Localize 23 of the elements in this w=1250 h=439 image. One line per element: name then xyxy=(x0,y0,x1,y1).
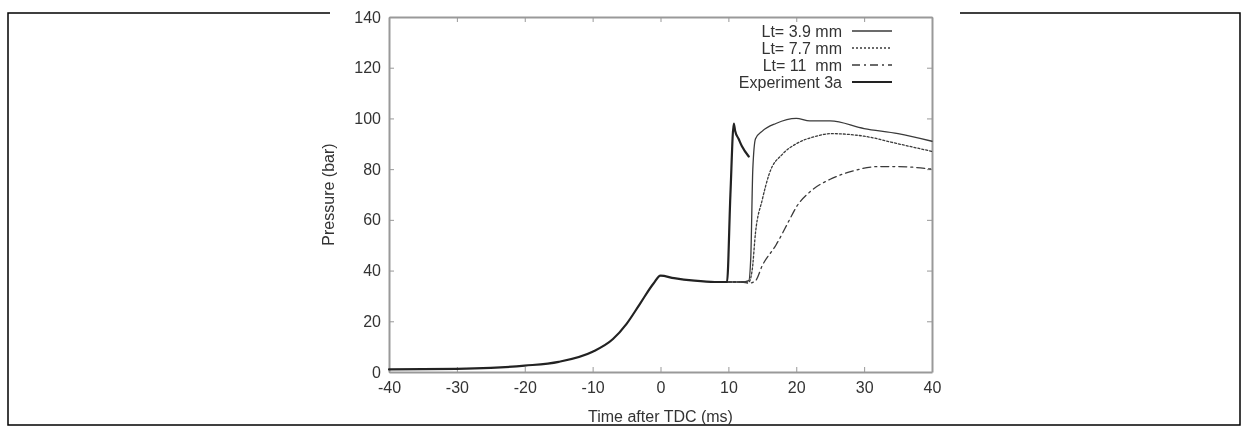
y-tick-label: 140 xyxy=(354,8,382,26)
y-tick-label: 0 xyxy=(372,363,382,381)
legend-label: Lt= 3.9 mm xyxy=(761,22,842,40)
x-tick-label: -10 xyxy=(581,379,605,397)
x-tick-label: -20 xyxy=(513,379,537,397)
x-tick-label: -30 xyxy=(445,379,470,397)
y-tick-label: 100 xyxy=(354,110,382,128)
legend-label: Experiment 3a xyxy=(738,73,843,91)
y-tick-label: 120 xyxy=(354,59,382,77)
y-tick-label: 60 xyxy=(363,211,382,229)
x-tick-label: 10 xyxy=(719,379,738,397)
x-axis-title: Time after TDC (ms) xyxy=(588,408,733,425)
legend-label: Lt= 7.7 mm xyxy=(761,39,842,57)
y-axis-title: Pressure (bar) xyxy=(320,143,337,246)
y-tick-label: 40 xyxy=(363,262,382,280)
x-tick-label: -40 xyxy=(377,379,402,397)
x-tick-label: 20 xyxy=(787,379,806,397)
legend-label: Lt= 11 mm xyxy=(762,56,842,74)
x-tick-label: 30 xyxy=(855,379,874,397)
y-tick-label: 80 xyxy=(363,160,382,178)
y-tick-label: 20 xyxy=(363,312,382,330)
x-tick-label: 40 xyxy=(923,379,942,397)
x-tick-label: 0 xyxy=(656,379,666,397)
